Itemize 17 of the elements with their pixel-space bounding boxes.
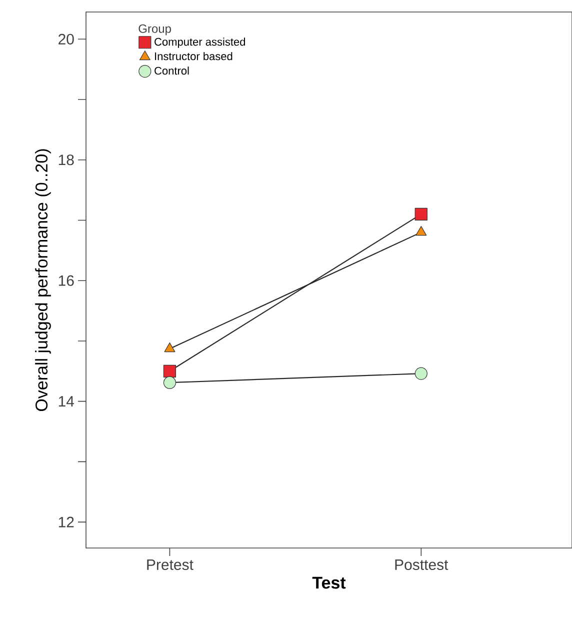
legend-label: Control [154, 66, 189, 75]
y-tick-label: 12 [58, 516, 74, 528]
x-tick-label: Pretest [147, 560, 194, 570]
y-tick-label: 20 [58, 34, 74, 44]
x-tick-label: Posttest [395, 560, 448, 570]
legend-title: Group [138, 24, 171, 36]
x-axis-title: Test [312, 576, 346, 589]
y-axis-title: Overall judged performance (0..20) [35, 149, 51, 412]
point [414, 367, 428, 380]
point [163, 364, 176, 378]
y-tick-label: 18 [58, 154, 74, 166]
legend-label: Instructor based [155, 52, 232, 60]
y-tick-label: 14 [58, 396, 74, 406]
y-tick-label: 16 [58, 275, 74, 286]
legend-label: Computer assisted [154, 38, 246, 48]
point [414, 208, 428, 221]
point [163, 376, 176, 389]
